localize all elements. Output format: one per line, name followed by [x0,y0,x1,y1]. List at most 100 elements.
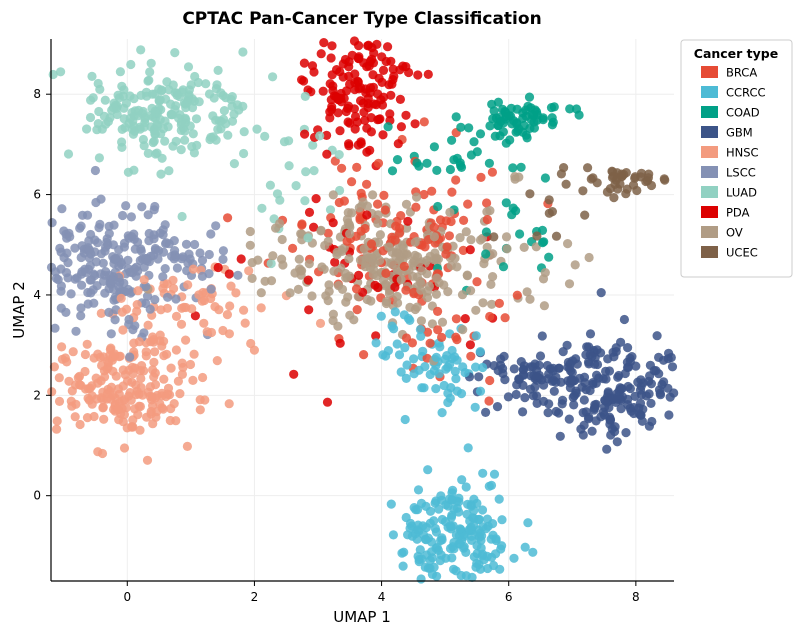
point-gbm [587,426,597,436]
point-ov [278,260,288,270]
point-ov [375,230,385,240]
point-gbm [602,444,612,454]
point-ov [393,298,403,308]
point-hnsc [181,335,191,345]
point-pda [356,96,366,106]
point-pda [339,93,349,103]
point-coad [521,105,531,115]
point-luad [94,153,104,163]
legend-label-brca: BRCA [726,66,757,80]
point-gbm [565,363,575,373]
point-brca [446,216,456,227]
point-ucec [642,176,653,186]
point-pda [378,65,389,75]
y-tick-label: 4 [33,288,41,302]
point-hnsc [75,419,85,430]
point-lscc [163,292,173,302]
point-brca [451,332,461,342]
point-luad [309,166,319,176]
point-gbm [496,354,506,364]
point-pda [343,103,353,113]
x-axis-label: UMAP 1 [333,608,391,626]
point-hnsc [106,382,117,392]
point-pda [383,42,393,52]
point-lscc [158,230,168,240]
point-ccrcc [455,524,465,534]
point-hnsc [147,392,157,402]
point-luad [201,79,211,89]
point-ccrcc [421,522,431,533]
point-ccrcc [437,514,447,525]
point-luad [172,90,182,100]
point-ov [429,232,439,242]
point-brca [390,235,400,245]
point-pda [325,113,335,123]
point-pda [386,56,396,66]
point-gbm [564,414,574,424]
y-axis-label: UMAP 2 [10,281,28,339]
point-ov [416,285,426,295]
point-gbm [622,362,633,373]
point-ov [564,279,575,289]
point-coad [414,161,424,171]
point-ov [345,229,355,239]
point-hnsc [98,403,108,413]
point-hnsc [70,412,80,422]
point-hnsc [108,390,118,400]
point-ccrcc [483,563,493,574]
point-lscc [123,284,133,295]
point-ov [466,286,476,296]
point-brca [347,177,357,187]
point-gbm [537,331,547,341]
point-lscc [100,288,110,298]
point-ov [538,274,549,284]
point-ccrcc [392,339,402,349]
point-pda [303,275,313,285]
point-brca [339,196,349,206]
point-ov [368,190,378,200]
point-lscc [158,272,168,282]
point-ccrcc [478,362,488,373]
point-brca [512,290,522,300]
point-ccrcc [431,352,441,362]
point-coad [383,122,393,132]
point-luad [315,131,325,141]
point-ccrcc [399,547,409,557]
point-brca [359,350,369,360]
point-gbm [516,357,526,367]
point-brca [466,351,476,361]
point-gbm [623,394,633,404]
point-ccrcc [443,362,453,372]
point-luad [227,92,237,102]
chart-title: CPTAC Pan-Cancer Type Classification [182,9,541,29]
point-ov [268,251,278,261]
point-lscc [204,249,214,260]
point-luad [252,124,262,134]
legend-label-luad: LUAD [726,186,757,200]
point-ccrcc [436,535,446,546]
point-luad [143,148,153,158]
point-ccrcc [407,531,417,541]
point-ccrcc [409,354,419,364]
point-hnsc [315,318,326,328]
point-ov [432,273,442,283]
point-pda [410,119,420,129]
point-lscc [70,243,80,253]
point-luad [284,161,294,171]
point-ccrcc [394,350,405,360]
point-ov [455,233,465,243]
point-lscc [98,258,108,268]
point-hnsc [64,376,74,386]
point-gbm [549,375,559,386]
point-gbm [647,416,657,427]
point-hnsc [162,349,172,359]
point-ccrcc [434,369,444,379]
legend-swatch-luad [701,186,718,198]
point-gbm [518,380,528,390]
point-hnsc [156,305,166,315]
point-ov [307,291,317,301]
point-luad [223,130,233,140]
point-lscc [110,315,120,325]
point-ov [304,259,314,269]
